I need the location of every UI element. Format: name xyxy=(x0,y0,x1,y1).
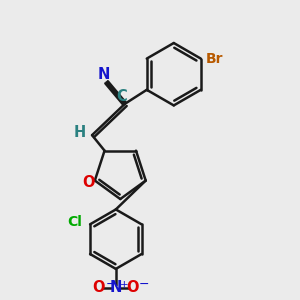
Text: O: O xyxy=(127,280,139,295)
Text: C: C xyxy=(116,89,127,104)
Text: O: O xyxy=(82,175,94,190)
Text: N: N xyxy=(98,68,110,82)
Text: N: N xyxy=(110,280,122,295)
Text: −: − xyxy=(106,278,116,291)
Text: H: H xyxy=(74,125,86,140)
Text: +: + xyxy=(120,280,129,290)
Text: −: − xyxy=(139,278,149,291)
Text: Br: Br xyxy=(205,52,223,66)
Text: Cl: Cl xyxy=(67,215,82,229)
Text: O: O xyxy=(93,280,105,295)
